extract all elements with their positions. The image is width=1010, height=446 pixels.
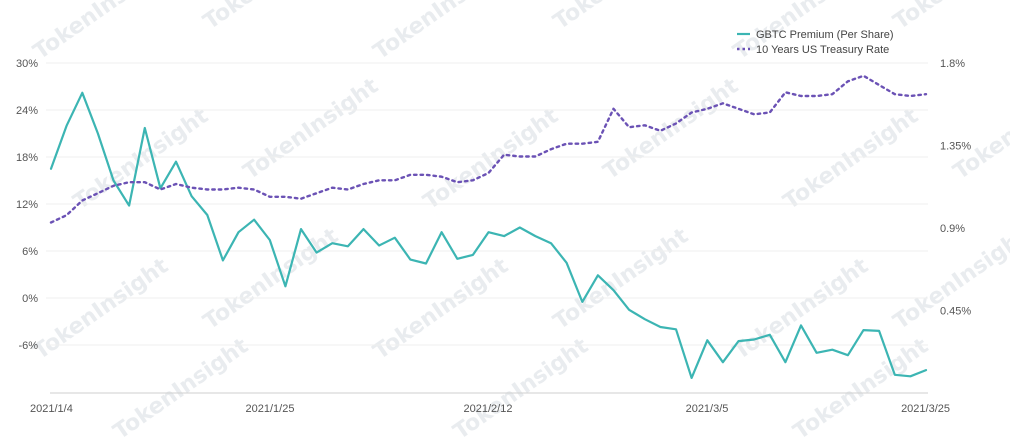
- right-tick-label: 0.9%: [940, 223, 965, 235]
- watermark-text: TokenInsight: [199, 0, 343, 35]
- x-tick-label: 2021/2/12: [464, 403, 513, 415]
- left-y-axis: 30% 24% 18% 12% 6% 0% -6%: [16, 58, 38, 352]
- legend-label-treasury-rate: 10 Years US Treasury Rate: [756, 44, 889, 56]
- right-tick-label: 1.8%: [940, 58, 965, 70]
- watermark-text: TokenInsight: [109, 333, 253, 445]
- series-line-gbtc-premium: [49, 91, 928, 379]
- right-y-axis: 1.8% 1.35% 0.9% 0.45%: [940, 58, 971, 318]
- x-axis: 2021/1/4 2021/1/25 2021/2/12 2021/3/5 2021/3…: [30, 403, 950, 415]
- left-tick-label: 18%: [16, 152, 38, 164]
- left-tick-label: 30%: [16, 58, 38, 70]
- watermark-text: TokenInsight: [549, 223, 693, 335]
- left-tick-label: 24%: [16, 105, 38, 117]
- watermark-text: TokenInsight: [949, 73, 1010, 185]
- x-tick-label: 2021/3/5: [686, 403, 729, 415]
- left-tick-label: 6%: [22, 246, 38, 258]
- watermark-text: TokenInsight: [369, 253, 513, 365]
- legend-label-gbtc-premium: GBTC Premium (Per Share): [756, 29, 894, 41]
- watermark-text: TokenInsight: [889, 0, 1010, 35]
- x-tick-label: 2021/1/25: [246, 403, 295, 415]
- left-tick-label: -6%: [18, 340, 38, 352]
- watermark-text: TokenInsight: [69, 103, 213, 215]
- right-tick-label: 1.35%: [940, 141, 971, 153]
- watermark-text: TokenInsight: [29, 0, 173, 65]
- watermark-text: TokenInsight: [549, 0, 693, 35]
- legend: GBTC Premium (Per Share) 10 Years US Tre…: [737, 29, 894, 56]
- series-layer: [49, 74, 928, 379]
- watermark-text: TokenInsight: [789, 333, 933, 445]
- legend-item-treasury-rate: 10 Years US Treasury Rate: [737, 44, 889, 56]
- watermark-layer: TokenInsight TokenInsight TokenInsightToke…: [29, 0, 1010, 445]
- x-tick-label: 2021/3/25: [901, 403, 950, 415]
- watermark-text: TokenInsight: [449, 333, 593, 445]
- x-tick-label: 2021/1/4: [30, 403, 73, 415]
- watermark-text: TokenInsight: [779, 103, 923, 215]
- watermark-text: TokenInsight: [239, 73, 383, 185]
- watermark-text: TokenInsight: [199, 223, 343, 335]
- watermark-text: TokenInsight: [29, 253, 173, 365]
- legend-item-gbtc-premium: GBTC Premium (Per Share): [737, 29, 894, 41]
- left-tick-label: 12%: [16, 199, 38, 211]
- watermark-text: TokenInsight: [889, 223, 1010, 335]
- watermark-text: TokenInsight: [369, 0, 513, 65]
- gridlines: [46, 62, 928, 346]
- series-line-treasury-rate: [49, 74, 928, 224]
- left-tick-label: 0%: [22, 293, 38, 305]
- right-tick-label: 0.45%: [940, 306, 971, 318]
- watermark-text: TokenInsight: [419, 103, 563, 215]
- watermark-text: TokenInsight: [599, 73, 743, 185]
